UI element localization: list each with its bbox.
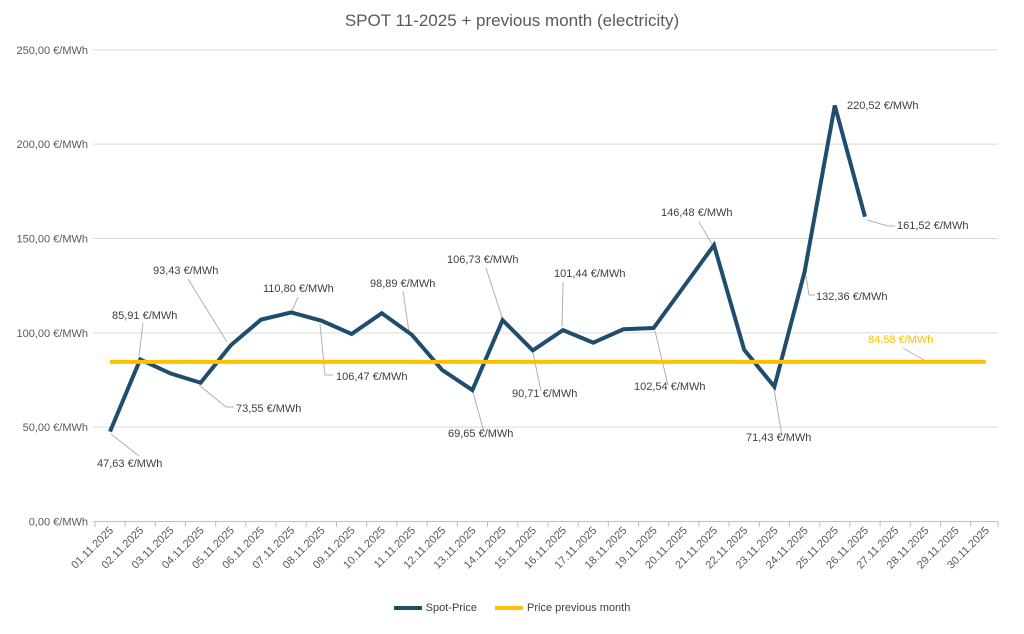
data-label: 102,54 €/MWh xyxy=(634,381,706,393)
data-label: 161,52 €/MWh xyxy=(897,220,969,232)
data-label: 47,63 €/MWh xyxy=(97,458,162,470)
previous-month-line-swatch xyxy=(495,606,524,610)
data-label: 69,65 €/MWh xyxy=(448,428,513,440)
data-label: 101,44 €/MWh xyxy=(554,268,626,280)
data-label: 132,36 €/MWh xyxy=(816,291,888,303)
data-label: 106,73 €/MWh xyxy=(447,254,519,266)
leader-line xyxy=(698,221,713,245)
data-label: 106,47 €/MWh xyxy=(336,371,408,383)
leader-line xyxy=(187,278,228,343)
leader-line xyxy=(532,352,542,392)
leader-line xyxy=(110,433,140,457)
legend-item-spot-price: Spot-Price xyxy=(393,602,478,614)
leader-line xyxy=(561,281,564,328)
data-label: 146,48 €/MWh xyxy=(661,207,733,219)
leader-line xyxy=(290,296,299,314)
legend: Spot-Price Price previous month xyxy=(0,602,1024,614)
previous-month-data-label: 84,58 €/MWh xyxy=(868,334,933,346)
legend-item-previous-month: Price previous month xyxy=(495,602,630,614)
y-axis-label: 150,00 €/MWh xyxy=(16,234,88,246)
data-label: 90,71 €/MWh xyxy=(512,388,577,400)
y-axis-label: 200,00 €/MWh xyxy=(16,139,88,151)
y-axis-label: 50,00 €/MWh xyxy=(23,422,88,434)
leader-line xyxy=(138,322,144,357)
spot-price-line xyxy=(108,104,867,433)
leader-line xyxy=(866,219,895,227)
data-label: 220,52 €/MWh xyxy=(847,100,919,112)
data-label: 98,89 €/MWh xyxy=(370,278,435,290)
leader-line xyxy=(654,330,669,386)
data-label: 93,43 €/MWh xyxy=(153,265,218,277)
leader-line xyxy=(902,347,925,361)
legend-label-spot-price: Spot-Price xyxy=(425,602,478,614)
leader-line xyxy=(402,290,410,333)
leader-line xyxy=(198,384,234,408)
leader-line xyxy=(773,388,783,437)
data-label: 71,43 €/MWh xyxy=(746,432,811,444)
y-axis-label: 100,00 €/MWh xyxy=(16,328,88,340)
y-axis-label: 0,00 €/MWh xyxy=(29,517,88,529)
data-label: 110,80 €/MWh xyxy=(263,283,334,295)
spot-price-line-swatch xyxy=(393,606,422,610)
leader-line xyxy=(472,391,485,433)
legend-label-previous-month: Price previous month xyxy=(527,602,631,614)
leader-line xyxy=(485,267,503,318)
data-label: 85,91 €/MWh xyxy=(112,310,177,322)
leader-line xyxy=(805,275,815,296)
leader-line xyxy=(319,323,333,376)
y-axis-label: 250,00 €/MWh xyxy=(16,45,88,57)
chart-title: SPOT 11-2025 + previous month (electrici… xyxy=(344,11,680,30)
data-label: 73,55 €/MWh xyxy=(236,403,301,415)
